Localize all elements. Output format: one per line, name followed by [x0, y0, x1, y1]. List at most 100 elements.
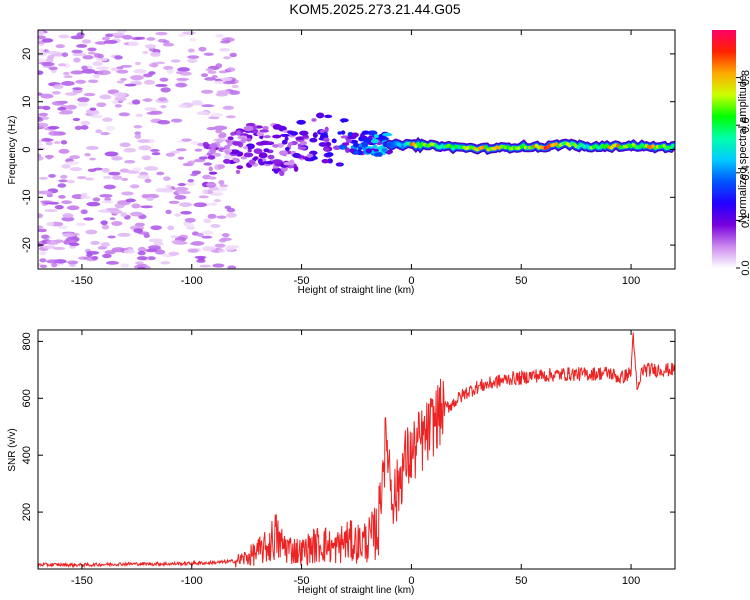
x-tick-label: 50 [515, 275, 527, 287]
noise-mark [131, 203, 141, 209]
noise-mark [135, 36, 146, 40]
signal-mark [353, 142, 359, 148]
signal-mark [276, 143, 284, 148]
noise-mark [92, 61, 104, 66]
noise-mark [57, 63, 67, 67]
noise-mark [81, 68, 96, 74]
noise-mark [162, 176, 171, 181]
noise-mark [40, 93, 54, 99]
noise-mark [215, 63, 223, 69]
noise-mark [100, 220, 108, 226]
noise-mark [38, 30, 45, 36]
noise-mark [142, 98, 153, 102]
noise-mark [95, 57, 108, 62]
noise-mark [38, 48, 45, 52]
noise-mark [75, 79, 87, 84]
noise-mark [176, 190, 186, 195]
noise-mark [120, 64, 133, 68]
noise-mark [69, 167, 83, 172]
signal-mark [283, 161, 291, 166]
noise-mark [170, 118, 183, 123]
noise-mark [156, 171, 165, 176]
noise-mark [61, 200, 73, 205]
noise-mark [134, 61, 141, 66]
noise-mark [53, 84, 64, 90]
noise-mark [187, 55, 200, 59]
noise-mark [202, 189, 209, 195]
noise-mark [80, 209, 88, 215]
colorbar-tick-label: 0.4 [740, 165, 750, 180]
signal-mark [206, 183, 216, 187]
signal-mark [258, 152, 268, 159]
signal-mark [253, 148, 263, 154]
spectrogram-y-label: Frequency (Hz) [7, 116, 18, 185]
noise-mark [53, 247, 66, 250]
noise-mark [219, 48, 231, 52]
noise-mark [109, 217, 116, 221]
noise-mark [146, 37, 156, 41]
noise-mark [58, 111, 73, 115]
noise-mark [51, 91, 61, 95]
colorbar-tick-label: 0.8 [740, 70, 750, 85]
spectrogram-x-label: Height of straight line (km) [298, 285, 415, 296]
noise-mark [159, 77, 169, 82]
signal-mark [310, 156, 318, 160]
noise-mark [165, 184, 172, 190]
noise-mark [57, 183, 67, 188]
noise-mark [175, 82, 188, 88]
signal-mark [381, 147, 388, 153]
signal-mark [235, 169, 241, 174]
signal-mark [324, 114, 333, 119]
noise-mark [210, 113, 223, 118]
noise-mark [114, 55, 123, 60]
noise-mark [61, 164, 71, 169]
signal-mark [295, 136, 304, 141]
signal-mark [259, 129, 269, 133]
noise-mark [187, 48, 195, 53]
noise-mark [216, 90, 231, 95]
noise-mark [45, 141, 53, 146]
noise-mark [179, 202, 193, 207]
signal-mark [331, 138, 337, 144]
colorbar-tick-label: 0.2 [740, 213, 750, 228]
noise-mark [111, 221, 123, 226]
noise-mark [62, 213, 74, 219]
colorbar-tick-label: 0.0 [740, 260, 750, 275]
noise-mark [62, 71, 70, 76]
y-tick-label: 10 [21, 96, 33, 108]
noise-mark [105, 125, 116, 131]
noise-mark [92, 197, 101, 202]
noise-mark [182, 31, 196, 35]
signal-mark [243, 125, 254, 132]
signal-mark [209, 143, 218, 149]
signal-mark [208, 166, 213, 172]
signal-mark [243, 145, 248, 150]
noise-mark [201, 230, 214, 236]
noise-mark [62, 232, 75, 238]
signal-mark [312, 132, 318, 138]
noise-mark [116, 80, 125, 84]
noise-mark [132, 167, 142, 172]
signal-mark [299, 130, 309, 136]
noise-mark [140, 205, 154, 209]
noise-mark [121, 177, 129, 181]
noise-mark [177, 183, 187, 187]
colorbar-gradient [712, 30, 736, 268]
noise-mark [105, 207, 120, 212]
noise-mark [40, 234, 50, 240]
noise-mark [108, 171, 121, 176]
noise-mark [104, 250, 116, 255]
noise-mark [185, 182, 196, 186]
signal-mark [218, 179, 225, 185]
noise-mark [58, 225, 68, 230]
noise-mark [93, 53, 101, 58]
noise-mark [39, 258, 47, 263]
noise-mark [210, 202, 218, 206]
signal-mark [318, 142, 328, 147]
noise-mark [222, 105, 235, 110]
noise-mark [76, 176, 87, 180]
noise-mark [142, 50, 149, 55]
noise-mark [80, 125, 89, 130]
x-tick-label: -100 [181, 575, 203, 587]
signal-mark [263, 135, 271, 139]
